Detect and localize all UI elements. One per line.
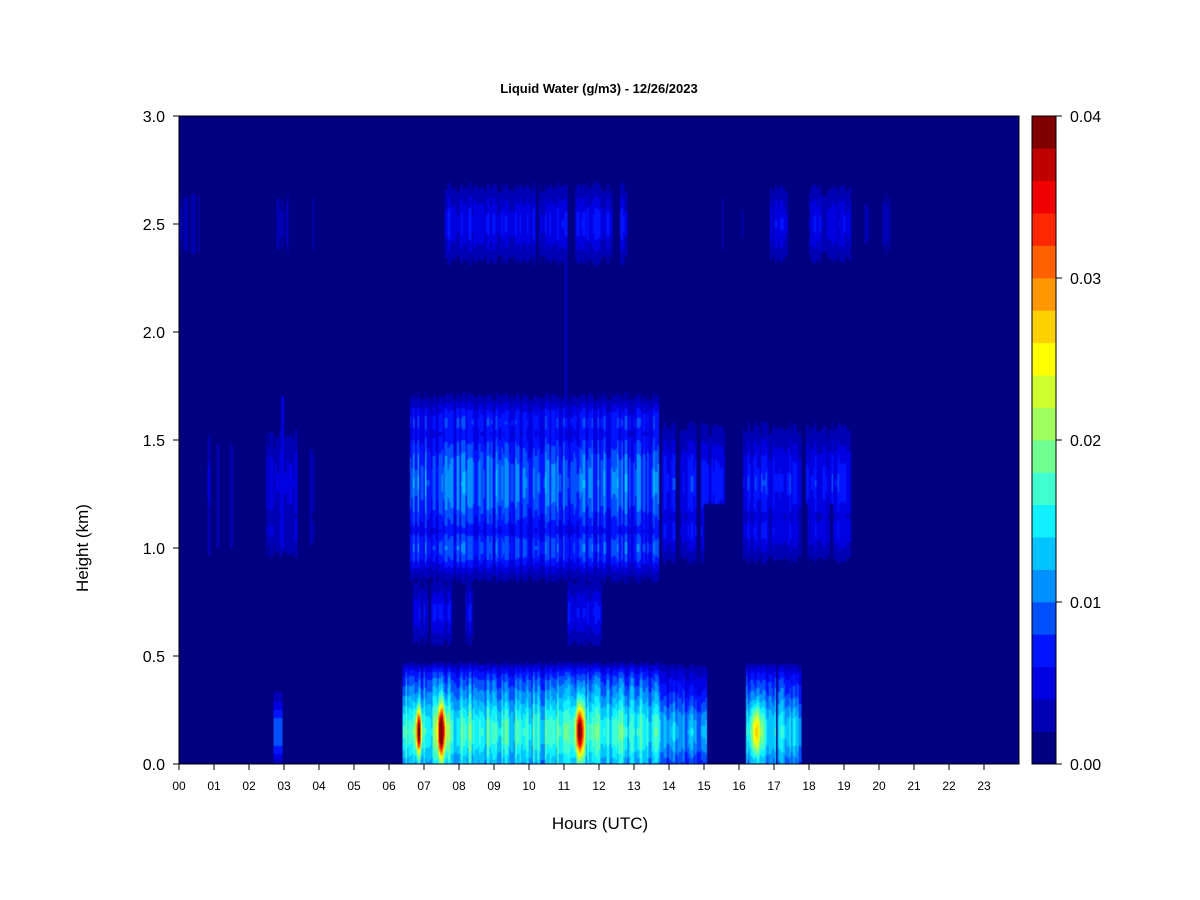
x-tick-label: 01	[207, 779, 221, 793]
colorbar-swatch	[1032, 213, 1056, 246]
x-tick-label: 05	[347, 779, 361, 793]
x-tick-label: 02	[242, 779, 256, 793]
x-tick-label: 17	[767, 779, 781, 793]
colorbar-swatch	[1032, 699, 1056, 732]
colorbar-swatch	[1032, 537, 1056, 570]
x-tick-label: 13	[627, 779, 641, 793]
y-tick-label: 1.5	[143, 433, 165, 450]
colorbar-swatch	[1032, 180, 1056, 214]
y-axis: 0.0 0.5 1.0 1.5 2.0 2.5 3.0	[143, 109, 179, 774]
x-tick-label: 19	[837, 779, 851, 793]
x-tick-label: 22	[942, 779, 956, 793]
colorbar-swatch	[1032, 278, 1056, 311]
colorbar-swatch	[1032, 310, 1056, 344]
x-tick-label: 23	[977, 779, 991, 793]
y-axis-label: Height (km)	[73, 504, 92, 592]
x-tick-label: 15	[697, 779, 711, 793]
colorbar-swatch	[1032, 504, 1056, 538]
y-tick-label: 1.0	[143, 541, 165, 558]
colorbar-swatch	[1032, 731, 1056, 765]
colorbar-tick-label: 0.03	[1070, 271, 1101, 288]
colorbar-swatch	[1032, 375, 1056, 408]
x-tick-label: 18	[802, 779, 816, 793]
y-tick-label: 0.5	[143, 649, 165, 666]
x-tick-label: 03	[277, 779, 291, 793]
x-tick-label: 11	[558, 779, 571, 793]
x-tick-label: 14	[662, 779, 676, 793]
heatmap-plot-area	[178, 115, 1020, 765]
x-axis: 00 01 02 03 04 05 06 07 08 09 10 11 12 13 14 15 16 17 18 19…	[172, 764, 991, 793]
colorbar-tick-label: 0.04	[1070, 109, 1101, 126]
colorbar-tick-label: 0.00	[1070, 757, 1101, 774]
x-tick-label: 04	[312, 779, 326, 793]
liquid-water-heatmap	[179, 116, 1019, 764]
colorbar-swatch	[1032, 440, 1056, 473]
colorbar-swatch	[1032, 666, 1056, 700]
colorbar-swatch	[1032, 148, 1056, 182]
colorbar-tick-label: 0.01	[1070, 595, 1101, 612]
x-tick-label: 06	[382, 779, 396, 793]
colorbar-swatch	[1032, 472, 1056, 506]
colorbar-swatch	[1032, 116, 1056, 149]
colorbar: 0.00 0.01 0.02 0.03 0.04	[1031, 109, 1101, 774]
x-tick-label: 09	[487, 779, 501, 793]
x-tick-label: 07	[417, 779, 431, 793]
x-tick-label: 20	[872, 779, 886, 793]
colorbar-swatch	[1032, 602, 1056, 635]
colorbar-swatch	[1032, 342, 1056, 376]
x-tick-label: 08	[452, 779, 466, 793]
x-tick-label: 21	[907, 779, 921, 793]
colorbar-swatch	[1032, 245, 1056, 279]
y-tick-label: 0.0	[143, 757, 165, 774]
x-tick-label: 12	[592, 779, 606, 793]
x-tick-label: 00	[172, 779, 186, 793]
y-tick-label: 2.0	[143, 325, 165, 342]
chart-title: Liquid Water (g/m3) - 12/26/2023	[500, 81, 697, 96]
x-axis-label: Hours (UTC)	[552, 814, 648, 833]
colorbar-tick-label: 0.02	[1070, 433, 1101, 450]
x-tick-label: 10	[522, 779, 536, 793]
y-tick-label: 3.0	[143, 109, 165, 126]
x-tick-label: 16	[732, 779, 746, 793]
colorbar-swatch	[1032, 634, 1056, 668]
colorbar-swatch	[1032, 407, 1056, 441]
y-tick-label: 2.5	[143, 217, 165, 234]
colorbar-swatch	[1032, 569, 1056, 603]
